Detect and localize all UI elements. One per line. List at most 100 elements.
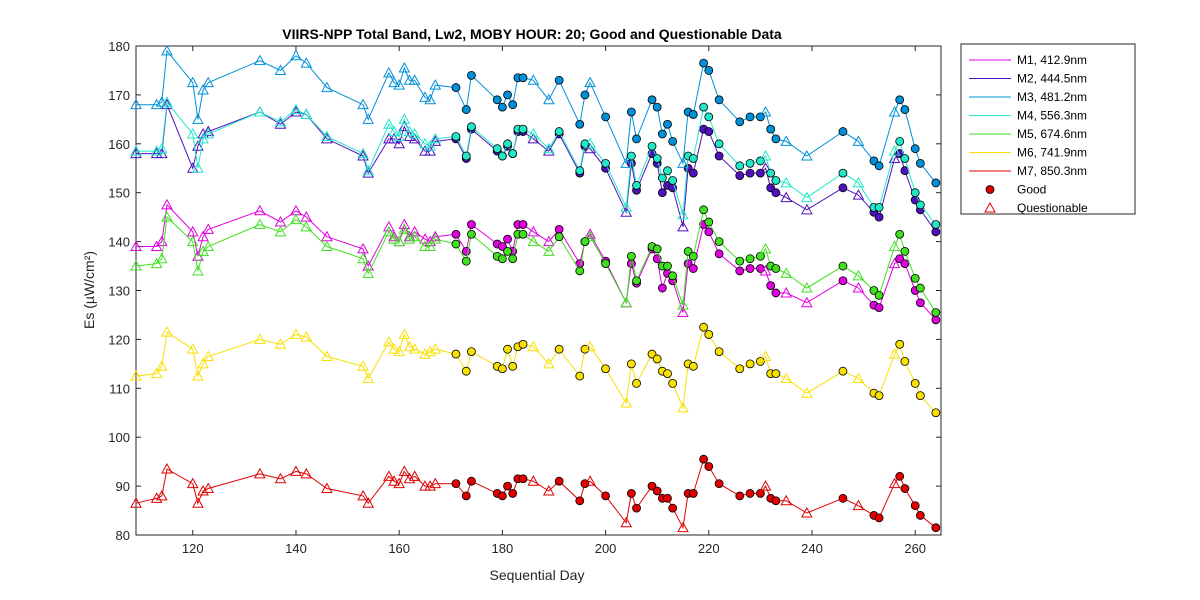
questionable-point: [290, 465, 302, 476]
questionable-point: [202, 350, 215, 362]
axes-box: [135, 45, 942, 536]
questionable-point: [800, 203, 813, 215]
good-point: [508, 149, 518, 158]
good-point: [688, 361, 698, 371]
questionable-point: [130, 260, 142, 271]
questionable-point: [192, 113, 204, 124]
questionable-point: [780, 372, 793, 384]
questionable-point: [253, 333, 266, 344]
questionable-point: [419, 91, 431, 102]
questionable-point: [419, 348, 431, 359]
good-point: [874, 212, 884, 222]
good-point: [755, 156, 765, 166]
questionable-point: [888, 257, 901, 269]
questionable-point: [542, 245, 555, 256]
good-point: [503, 139, 512, 149]
questionable-point: [161, 211, 173, 222]
series-5: [130, 205, 941, 317]
good-point: [688, 110, 698, 119]
questionable-point: [424, 480, 436, 491]
questionable-point: [161, 96, 173, 107]
questionable-point: [429, 477, 442, 489]
legend-good-label: Good: [1017, 183, 1046, 197]
questionable-point: [620, 396, 633, 408]
questionable-point: [300, 220, 313, 232]
questionable-point: [542, 357, 555, 369]
questionable-point: [253, 467, 266, 479]
questionable-point: [192, 264, 204, 276]
questionable-point: [852, 176, 865, 188]
good-point: [467, 122, 476, 132]
good-point: [745, 112, 755, 122]
good-point: [895, 95, 905, 105]
questionable-point: [202, 482, 215, 494]
good-point: [704, 217, 714, 227]
questionable-point: [759, 350, 772, 362]
good-point: [910, 273, 920, 283]
questionable-point: [398, 113, 411, 124]
questionable-point: [362, 497, 375, 508]
questionable-point: [161, 462, 173, 474]
good-point: [626, 251, 636, 261]
good-point: [508, 100, 518, 110]
questionable-point: [362, 164, 375, 176]
good-point: [451, 349, 461, 359]
good-point: [714, 479, 724, 489]
good-point: [632, 503, 641, 513]
good-point: [755, 489, 765, 498]
questionable-point: [155, 142, 168, 154]
good-point: [663, 369, 672, 379]
good-point: [497, 491, 507, 501]
questionable-point: [852, 189, 865, 200]
questionable-point: [852, 269, 865, 281]
good-point: [771, 496, 781, 506]
good-point: [580, 237, 590, 247]
questionable-point: [300, 57, 313, 68]
good-point: [704, 66, 714, 75]
questionable-point: [419, 233, 431, 244]
good-point: [461, 151, 471, 161]
x-tick-label: 140: [285, 541, 307, 556]
good-point: [874, 391, 884, 401]
questionable-point: [290, 213, 302, 225]
questionable-point: [186, 477, 199, 489]
good-point: [503, 344, 512, 354]
questionable-point: [527, 127, 540, 139]
questionable-point: [357, 147, 369, 159]
questionable-point: [130, 497, 142, 508]
good-point: [663, 261, 672, 271]
good-point: [688, 489, 698, 498]
questionable-point: [677, 157, 689, 168]
good-point: [652, 486, 662, 496]
legend-label: M5, 674.6nm: [1017, 127, 1087, 141]
questionable-point: [620, 296, 633, 308]
good-point: [714, 237, 724, 247]
good-point: [704, 112, 714, 122]
good-point: [745, 359, 755, 369]
questionable-point: [677, 306, 689, 318]
good-point: [503, 90, 512, 100]
good-point: [688, 251, 698, 261]
questionable-point: [321, 240, 333, 251]
good-point: [668, 379, 678, 388]
good-point: [497, 102, 507, 112]
good-point: [895, 229, 905, 239]
questionable-point: [202, 240, 215, 251]
questionable-point: [542, 145, 555, 156]
good-point: [874, 513, 884, 523]
questionable-point: [527, 235, 540, 247]
questionable-point: [584, 228, 596, 239]
questionable-point: [357, 98, 369, 110]
good-point: [668, 271, 678, 281]
good-point: [467, 476, 476, 486]
good-point: [931, 220, 941, 229]
good-point: [735, 161, 745, 171]
questionable-point: [388, 125, 400, 137]
good-point: [704, 227, 714, 237]
good-point: [647, 141, 657, 151]
good-point: [626, 151, 636, 161]
good-point: [900, 154, 910, 163]
questionable-point: [192, 497, 204, 508]
good-point: [688, 154, 698, 163]
